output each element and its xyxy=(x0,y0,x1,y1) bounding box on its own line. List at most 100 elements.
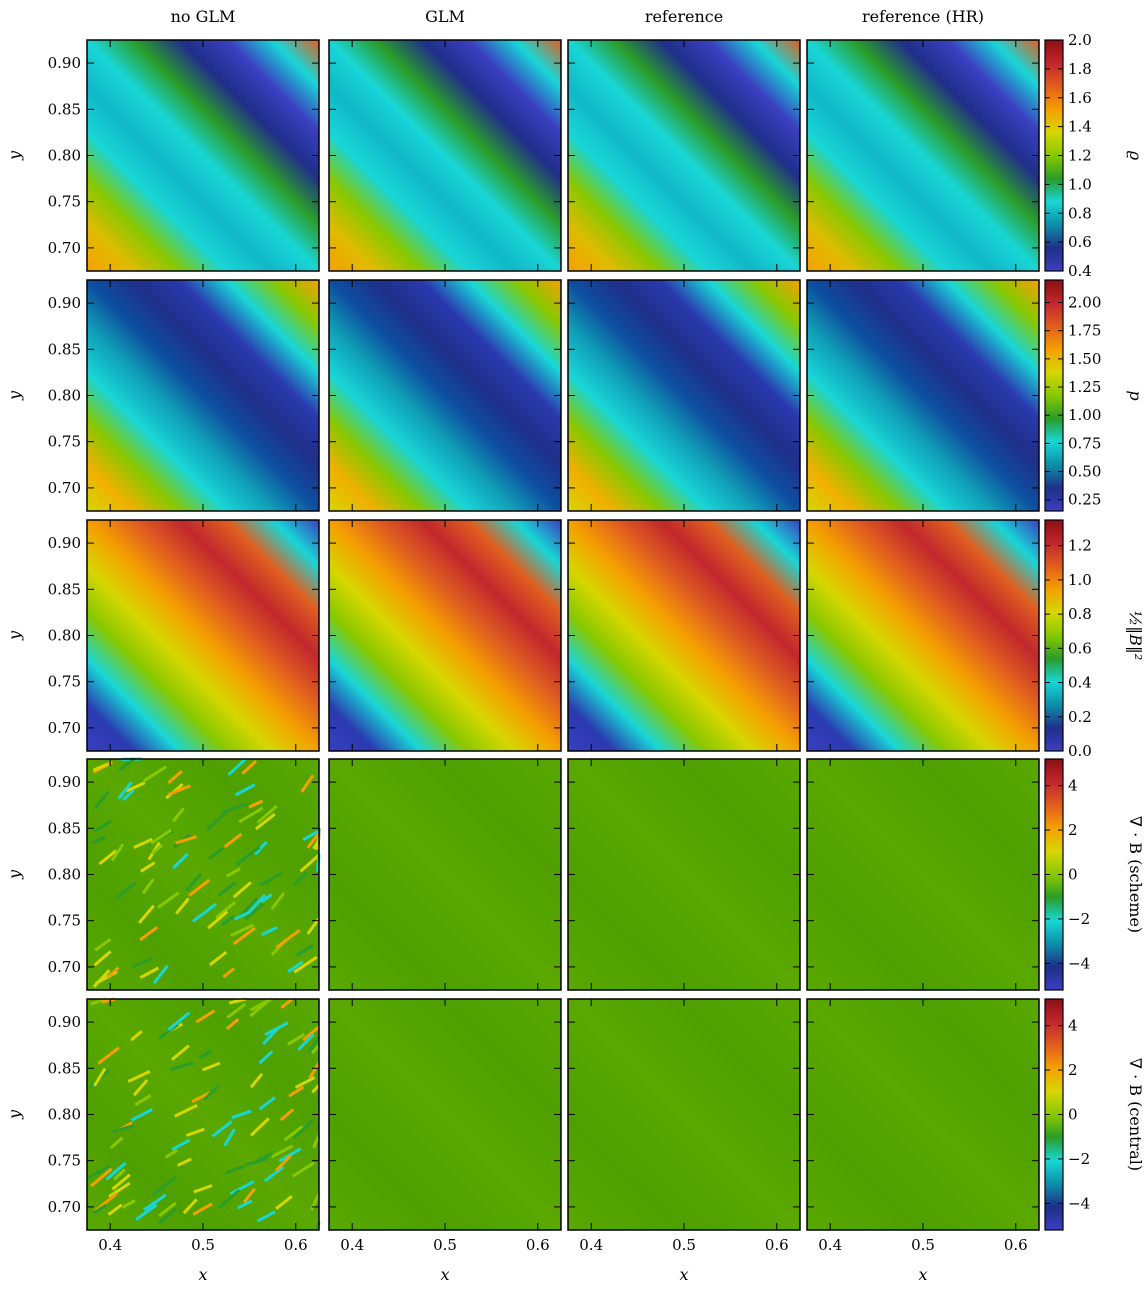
colorbar-label: ½‖B‖² xyxy=(1126,611,1145,661)
y-tick-label: 0.90 xyxy=(48,54,81,72)
x-tick-label: 0.6 xyxy=(526,1236,550,1254)
colorbar-tick-label: 2 xyxy=(1068,1061,1078,1079)
colorbar-label: ∇ · B (scheme) xyxy=(1126,816,1145,933)
heatmap-panel xyxy=(329,40,561,271)
colorbar-tick-label: 1.8 xyxy=(1068,60,1092,78)
heatmap-field xyxy=(807,759,1039,990)
y-tick-label: 0.70 xyxy=(48,1198,81,1216)
y-axis-label: y xyxy=(5,630,24,641)
heatmap-panel xyxy=(807,759,1039,990)
x-tick-label: 0.5 xyxy=(433,1236,457,1254)
heatmap-panel xyxy=(329,520,561,751)
column-title: GLM xyxy=(425,7,465,26)
column-title: no GLM xyxy=(171,7,236,26)
x-tick-label: 0.6 xyxy=(765,1236,789,1254)
panel-grid xyxy=(87,40,1039,1230)
colorbar-tick-label: −4 xyxy=(1068,1194,1090,1212)
y-tick-label: 0.80 xyxy=(48,1106,81,1124)
heatmap-field xyxy=(329,280,561,511)
heatmap-field xyxy=(807,520,1039,751)
y-tick-label: 0.70 xyxy=(48,958,81,976)
x-tick-label: 0.4 xyxy=(818,1236,842,1254)
colorbar: 0.250.500.751.001.251.501.752.00p xyxy=(1045,280,1145,511)
heatmap-panel xyxy=(87,40,319,271)
y-tick-label: 0.90 xyxy=(48,534,81,552)
colorbar-tick-label: 4 xyxy=(1068,777,1078,795)
x-axis-label: x xyxy=(440,1265,449,1284)
colorbar-tick-label: 0.8 xyxy=(1068,204,1092,222)
heatmap-panel xyxy=(87,520,319,751)
colorbar-tick-label: 0 xyxy=(1068,866,1078,884)
colorbar-tick-label: 1.75 xyxy=(1068,322,1101,340)
heatmap-field xyxy=(807,999,1039,1230)
colorbar-tick-label: 4 xyxy=(1068,1017,1078,1035)
colorbar-tick-label: 2.00 xyxy=(1068,294,1101,312)
heatmap-panel xyxy=(807,40,1039,271)
y-tick-label: 0.75 xyxy=(48,193,81,211)
column-title: reference xyxy=(645,7,723,26)
colorbars: 0.40.60.81.01.21.41.61.82.0ϱ0.250.500.75… xyxy=(1045,31,1145,1230)
heatmap-panel xyxy=(568,40,800,271)
colorbar: 0.00.20.40.60.81.01.2½‖B‖² xyxy=(1045,520,1145,760)
y-tick-label: 0.70 xyxy=(48,239,81,257)
x-tick-label: 0.6 xyxy=(1004,1236,1028,1254)
y-tick-label: 0.85 xyxy=(48,1059,81,1077)
y-tick-label: 0.70 xyxy=(48,479,81,497)
colorbar-tick-label: 0.4 xyxy=(1068,674,1092,692)
x-tick-label: 0.4 xyxy=(98,1236,122,1254)
heatmap-field xyxy=(329,999,561,1230)
colorbar-label: ∇ · B (central) xyxy=(1126,1058,1145,1171)
x-axis-label: x xyxy=(198,1265,207,1284)
colorbar-tick-label: −2 xyxy=(1068,910,1090,928)
x-axis-label: x xyxy=(918,1265,927,1284)
heatmap-panel xyxy=(568,280,800,511)
colorbar-tick-label: 0.6 xyxy=(1068,233,1092,251)
heatmap-panel xyxy=(87,280,319,511)
colorbar: 0.40.60.81.01.21.41.61.82.0ϱ xyxy=(1045,31,1145,280)
heatmap-panel xyxy=(807,999,1039,1230)
heatmap-panel xyxy=(807,280,1039,511)
heatmap-field xyxy=(568,999,800,1230)
heatmap-panel xyxy=(807,520,1039,751)
x-tick-label: 0.5 xyxy=(911,1236,935,1254)
y-tick-label: 0.70 xyxy=(48,719,81,737)
colorbar-tick-label: 2 xyxy=(1068,821,1078,839)
y-tick-label: 0.80 xyxy=(48,147,81,165)
colorbar-tick-label: 1.4 xyxy=(1068,118,1092,136)
colorbar-tick-label: 1.50 xyxy=(1068,350,1101,368)
heatmap-field xyxy=(329,520,561,751)
y-axis-label: y xyxy=(5,390,24,401)
colorbar-tick-label: 1.00 xyxy=(1068,406,1101,424)
y-tick-label: 0.75 xyxy=(48,912,81,930)
heatmap-field xyxy=(87,999,319,1230)
x-tick-label: 0.6 xyxy=(284,1236,308,1254)
x-tick-label: 0.5 xyxy=(672,1236,696,1254)
colorbar-tick-label: 1.6 xyxy=(1068,89,1092,107)
y-axis-label: y xyxy=(5,869,24,880)
x-tick-label: 0.4 xyxy=(579,1236,603,1254)
heatmap-field xyxy=(87,280,319,511)
y-tick-label: 0.80 xyxy=(48,387,81,405)
heatmap-field xyxy=(568,759,800,990)
heatmap-field xyxy=(807,40,1039,271)
colorbar-tick-label: 1.0 xyxy=(1068,571,1092,589)
heatmap-field xyxy=(807,280,1039,511)
colorbar-tick-label: 1.2 xyxy=(1068,147,1092,165)
heatmap-field xyxy=(87,520,319,751)
heatmap-field xyxy=(87,40,319,271)
y-tick-label: 0.85 xyxy=(48,580,81,598)
x-tick-label: 0.5 xyxy=(191,1236,215,1254)
x-axis-label: x xyxy=(679,1265,688,1284)
heatmap-field xyxy=(568,280,800,511)
y-tick-label: 0.90 xyxy=(48,773,81,791)
heatmap-panel xyxy=(329,759,561,990)
colorbar-tick-label: 1.2 xyxy=(1068,537,1092,555)
colorbar-label: ϱ xyxy=(1126,151,1145,161)
heatmap-panel xyxy=(87,759,319,990)
colorbar-tick-label: 0.6 xyxy=(1068,639,1092,657)
y-tick-label: 0.85 xyxy=(48,100,81,118)
colorbar-tick-label: −2 xyxy=(1068,1150,1090,1168)
